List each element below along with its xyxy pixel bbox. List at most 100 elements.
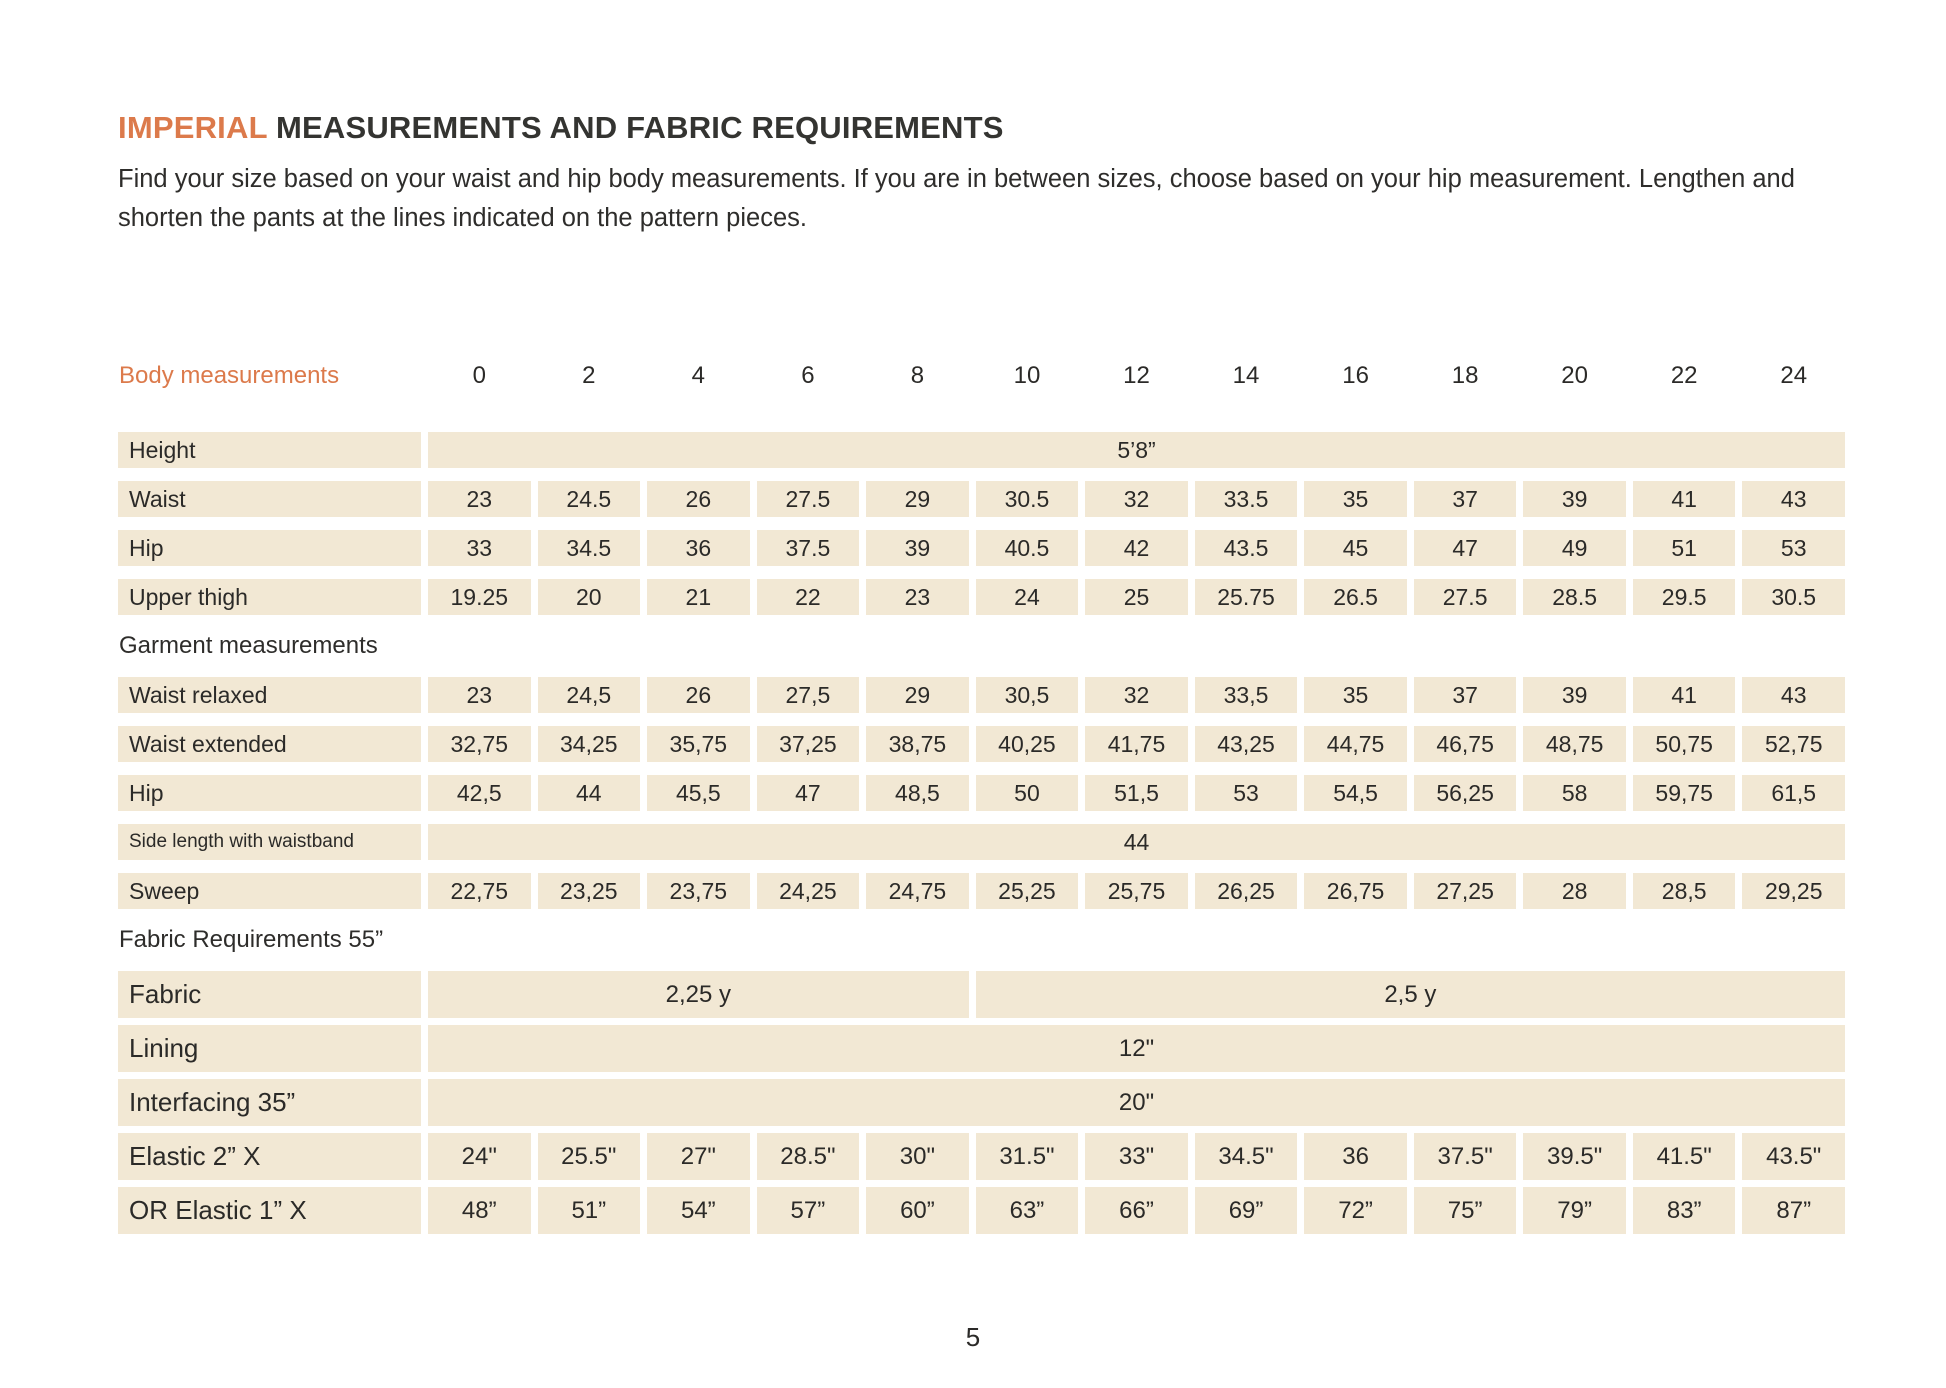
value-cell: 41,75	[1085, 726, 1188, 762]
value-cell: 75”	[1413, 1187, 1517, 1234]
value-cell: 50,75	[1632, 726, 1736, 762]
table-row: Upper thigh 19.25 20 21 22 23 24 25 25.75 26.5 27.…	[118, 579, 1845, 615]
value-cell: 30.5	[1742, 579, 1845, 615]
row-label: Hip	[118, 530, 421, 566]
value-cell: 29	[866, 481, 969, 517]
value-cell: 43	[1742, 677, 1845, 713]
span-value-cell: 2,25 y	[428, 971, 969, 1018]
value-cell: 31.5"	[975, 1133, 1079, 1180]
table-row: Lining 12"	[118, 1025, 1845, 1072]
value-cell: 35,75	[647, 726, 750, 762]
value-cell: 83”	[1632, 1187, 1736, 1234]
value-cell: 30.5	[975, 481, 1079, 517]
span-value-cell: 12"	[428, 1025, 1845, 1072]
value-cell: 22	[756, 579, 860, 615]
value-cell: 66”	[1085, 1187, 1188, 1234]
value-cell: 34,25	[537, 726, 641, 762]
value-cell: 27,25	[1413, 873, 1517, 909]
value-cell: 45,5	[647, 775, 750, 811]
value-cell: 26	[647, 481, 750, 517]
value-cell: 23	[866, 579, 969, 615]
value-cell: 79”	[1523, 1187, 1626, 1234]
row-label: Sweep	[118, 873, 421, 909]
row-label: Waist	[118, 481, 421, 517]
value-cell: 26,75	[1304, 873, 1407, 909]
value-cell: 37.5	[756, 530, 860, 566]
row-label: Elastic 2” X	[118, 1133, 421, 1180]
value-cell: 54,5	[1304, 775, 1407, 811]
value-cell: 32	[1085, 677, 1188, 713]
value-cell: 49	[1523, 530, 1626, 566]
value-cell: 33"	[1085, 1133, 1188, 1180]
value-cell: 29	[866, 677, 969, 713]
value-cell: 37	[1413, 677, 1517, 713]
table-row: Waist relaxed 23 24,5 26 27,5 29 30,5 32 33,5 35 3…	[118, 677, 1845, 713]
row-label: Fabric	[118, 971, 421, 1018]
table-row: Fabric 2,25 y 2,5 y	[118, 971, 1845, 1018]
value-cell: 42,5	[428, 775, 531, 811]
span-value-cell: 44	[428, 824, 1845, 860]
value-cell: 24	[975, 579, 1079, 615]
value-cell: 36	[1304, 1133, 1407, 1180]
value-cell: 44	[537, 775, 641, 811]
size-header-cell: 2	[582, 362, 596, 389]
value-cell: 26,25	[1194, 873, 1298, 909]
table-row: Hip 42,5 44 45,5 47 48,5 50 51,5 53 54,5 56,25 58 59…	[118, 775, 1845, 811]
row-label: Upper thigh	[118, 579, 421, 615]
value-cell: 39.5"	[1523, 1133, 1626, 1180]
value-cell: 51	[1632, 530, 1736, 566]
value-cell: 45	[1304, 530, 1407, 566]
row-label: Height	[118, 432, 421, 468]
value-cell: 58	[1523, 775, 1626, 811]
section-header: Fabric Requirements 55”	[119, 926, 384, 953]
value-cell: 27.5	[756, 481, 860, 517]
value-cell: 48,75	[1523, 726, 1626, 762]
value-cell: 42	[1085, 530, 1188, 566]
value-cell: 24,5	[537, 677, 641, 713]
value-cell: 26	[647, 677, 750, 713]
row-label: Hip	[118, 775, 421, 811]
size-header-cell: 12	[1123, 362, 1150, 389]
value-cell: 41.5"	[1632, 1133, 1736, 1180]
value-cell: 61,5	[1742, 775, 1845, 811]
value-cell: 25.5"	[537, 1133, 641, 1180]
size-table: Body measurements 0 2 4 6 8 10 12 14 16 18 20 22 24 He…	[118, 358, 1845, 1234]
value-cell: 24,75	[866, 873, 969, 909]
value-cell: 23,75	[647, 873, 750, 909]
table-row: Side length with waistband 44	[118, 824, 1845, 860]
value-cell: 35	[1304, 481, 1407, 517]
value-cell: 60”	[866, 1187, 969, 1234]
value-cell: 29.5	[1632, 579, 1736, 615]
value-cell: 51”	[537, 1187, 641, 1234]
value-cell: 69”	[1194, 1187, 1298, 1234]
table-row: Sweep 22,75 23,25 23,75 24,25 24,75 25,25 25,75…	[118, 873, 1845, 909]
size-header-cell: 6	[801, 362, 815, 389]
value-cell: 25	[1085, 579, 1188, 615]
value-cell: 23,25	[537, 873, 641, 909]
value-cell: 33.5	[1194, 481, 1298, 517]
span-value-cell: 5’8”	[428, 432, 1845, 468]
value-cell: 24"	[428, 1133, 531, 1180]
value-cell: 48,5	[866, 775, 969, 811]
value-cell: 23	[428, 481, 531, 517]
value-cell: 40.5	[975, 530, 1079, 566]
value-cell: 32,75	[428, 726, 531, 762]
value-cell: 39	[1523, 481, 1626, 517]
row-label: Interfacing 35”	[118, 1079, 421, 1126]
page-title: IMPERIAL MEASUREMENTS AND FABRIC REQUIRE…	[118, 110, 1849, 146]
value-cell: 25.75	[1194, 579, 1298, 615]
value-cell: 27"	[647, 1133, 750, 1180]
row-label: Waist relaxed	[118, 677, 421, 713]
span-value-cell: 2,5 y	[975, 971, 1845, 1018]
row-label: OR Elastic 1” X	[118, 1187, 421, 1234]
size-header-cell: 24	[1780, 362, 1808, 389]
value-cell: 44,75	[1304, 726, 1407, 762]
value-cell: 39	[866, 530, 969, 566]
value-cell: 34.5	[537, 530, 641, 566]
value-cell: 25,75	[1085, 873, 1188, 909]
value-cell: 19.25	[428, 579, 531, 615]
table-row: Elastic 2” X 24" 25.5" 27" 28.5" 30" 31.5" 33" 3…	[118, 1133, 1845, 1180]
value-cell: 28,5	[1632, 873, 1736, 909]
value-cell: 57”	[756, 1187, 860, 1234]
